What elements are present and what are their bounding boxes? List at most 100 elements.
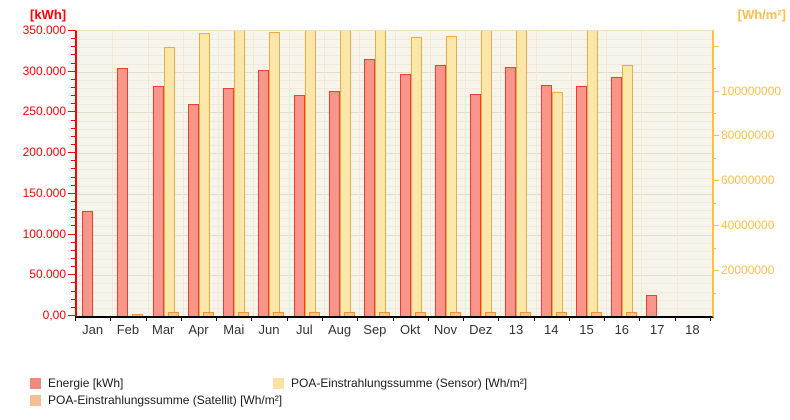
gridline-v (324, 31, 325, 316)
x-axis-label: Feb (116, 322, 140, 337)
gridline-v (289, 31, 290, 316)
x-axis-label: Mar (151, 322, 175, 337)
right-axis-tick (712, 270, 719, 272)
right-axis-tick (712, 157, 716, 159)
bar-satellit-16 (626, 311, 638, 316)
x-axis-label: Okt (400, 322, 421, 337)
gridline-h (77, 250, 712, 252)
bar-energie-Jan (82, 210, 93, 316)
right-axis-tick (712, 180, 719, 182)
gridline-v (677, 31, 678, 316)
x-axis-tick (287, 316, 288, 321)
x-axis-label: 14 (544, 322, 559, 337)
x-axis-tick (498, 316, 499, 321)
bar-energie-17 (646, 294, 658, 316)
bar-energie-Sep (364, 58, 376, 316)
legend-swatch-icon (30, 377, 41, 389)
gridline-v (641, 31, 642, 316)
gridline-h (77, 169, 712, 171)
left-axis-label: 0,00 (42, 308, 66, 322)
left-axis-tick (71, 62, 75, 64)
left-axis-tick (68, 192, 75, 194)
x-axis-label: 17 (649, 322, 665, 337)
x-axis-tick (110, 316, 111, 321)
x-axis-tick (428, 316, 429, 321)
gridline-h (77, 218, 712, 220)
bar-energie-Okt (399, 74, 411, 316)
bar-sensor-14 (551, 91, 563, 316)
gridline-v (606, 31, 607, 316)
legend-label: Energie [kWh] (48, 376, 124, 390)
gridline-v (395, 31, 396, 316)
x-axis-tick (181, 316, 182, 321)
x-axis-tick (604, 316, 605, 321)
bar-satellit-13 (520, 311, 532, 316)
left-axis-tick (71, 249, 75, 251)
right-axis-tick (712, 292, 716, 294)
gridline-h (77, 185, 712, 187)
gridline-h (77, 47, 712, 49)
bar-sensor-16 (622, 64, 634, 316)
x-axis-label: Nov (433, 322, 457, 337)
bar-energie-15 (575, 85, 587, 316)
bar-energie-Feb (117, 68, 129, 316)
x-axis-tick (357, 316, 358, 321)
legend-item: POA-Einstrahlungssumme (Satellit) [Wh/m²… (30, 393, 282, 407)
bar-sensor-13 (516, 31, 528, 316)
x-axis-label: Jan (82, 322, 104, 337)
gridline-v (430, 31, 431, 316)
bar-sensor-Aug (339, 31, 351, 316)
left-axis-tick (68, 111, 75, 113)
left-axis-tick (71, 209, 75, 211)
left-axis-tick (71, 306, 75, 308)
left-axis-tick (71, 201, 75, 202)
left-axis-tick (68, 70, 75, 72)
gridline-h (77, 193, 712, 195)
gridline-h (77, 291, 712, 293)
left-axis-tick (71, 258, 75, 259)
bar-energie-Apr (187, 104, 199, 316)
legend-swatch-icon (273, 377, 284, 389)
left-axis-tick (68, 233, 75, 235)
gridline-h (77, 202, 712, 203)
x-axis-tick (710, 316, 711, 321)
legend-swatch-icon (30, 394, 41, 406)
left-axis-tick (71, 217, 75, 219)
gridline-h (77, 55, 712, 57)
left-axis-tick (71, 160, 75, 162)
left-axis-label: 250.000 (22, 104, 66, 119)
right-axis-tick (712, 68, 716, 70)
gridline-h (77, 275, 712, 277)
gridline-v (218, 31, 219, 316)
bar-satellit-14 (555, 311, 567, 316)
x-axis-tick (251, 316, 252, 321)
left-axis-tick (71, 184, 75, 186)
gridline-h (77, 63, 712, 65)
gridline-v (148, 31, 149, 316)
bar-sensor-Mar (163, 46, 175, 316)
left-axis-tick (71, 144, 75, 145)
gridline-v (359, 31, 360, 316)
bar-satellit-Jul (308, 311, 320, 316)
bar-sensor-Dez (481, 31, 493, 316)
right-axis-label: 60000000 (721, 173, 775, 188)
left-axis-tick (71, 135, 75, 137)
legend-label: POA-Einstrahlungssumme (Sensor) [Wh/m²] (291, 376, 528, 390)
x-axis-tick (675, 316, 676, 321)
gridline-v (183, 31, 184, 316)
left-axis-label: 50.000 (29, 267, 66, 282)
x-axis-label: Aug (328, 322, 352, 337)
bar-energie-14 (540, 84, 552, 316)
bar-sensor-Jul (304, 31, 316, 316)
bar-satellit-Sep (379, 311, 391, 316)
bar-satellit-Mar (167, 311, 179, 316)
left-axis-tick (71, 266, 75, 268)
right-axis-tick (712, 247, 716, 249)
right-axis-tick (712, 225, 719, 227)
left-axis-tick (71, 168, 75, 170)
bar-satellit-Mai (238, 311, 250, 316)
legend-item: POA-Einstrahlungssumme (Sensor) [Wh/m²] (273, 376, 527, 390)
gridline-h (77, 153, 712, 155)
gridline-h (77, 234, 712, 236)
left-axis-label: 350.000 (22, 23, 66, 37)
